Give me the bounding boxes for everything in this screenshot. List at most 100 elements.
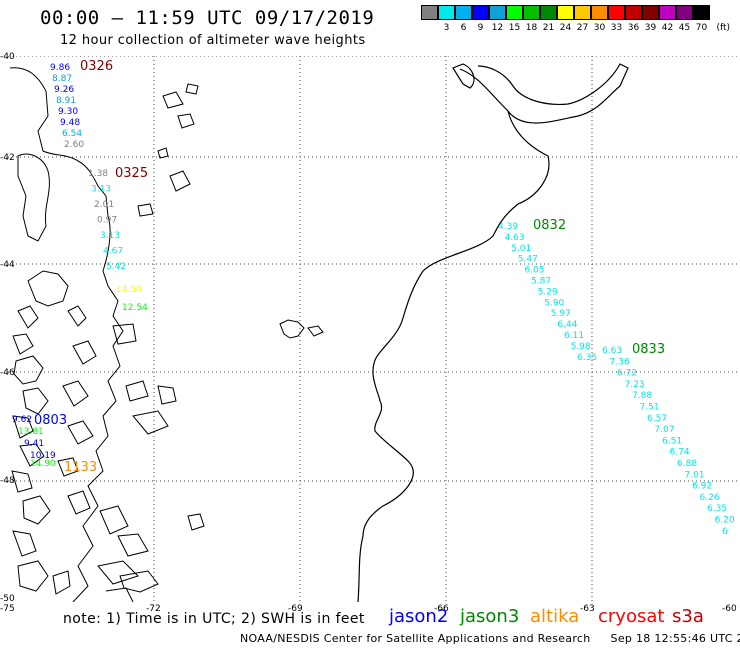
scale-label: 15 (508, 23, 521, 33)
wave-height-value: 5.90 (544, 298, 564, 308)
wave-height-value: 6.74 (670, 448, 690, 458)
wave-height-value: 4.67 (103, 247, 123, 257)
scale-label: 45 (678, 23, 691, 33)
color-scale-swatches (421, 5, 710, 20)
satellite-altika: altika (530, 606, 580, 627)
scale-label (421, 23, 438, 33)
scale-swatch (693, 5, 710, 20)
latitude-label: -42 (0, 153, 15, 163)
graticule (8, 56, 738, 602)
scale-swatch (455, 5, 472, 20)
longitude-label: -66 (434, 604, 449, 614)
longitude-label: -69 (288, 604, 303, 614)
longitude-label: -75 (0, 604, 15, 614)
scale-swatch (489, 5, 506, 20)
wave-height-value: 6.26 (700, 493, 720, 503)
scale-swatch (472, 5, 489, 20)
scale-swatch (438, 5, 455, 20)
wave-height-value: 6.63 (602, 346, 622, 356)
scale-label: 36 (627, 23, 640, 33)
scale-swatch (608, 5, 625, 20)
scale-label: 33 (610, 23, 623, 33)
latitude-label: -48 (0, 476, 15, 486)
longitude-label: -63 (580, 604, 595, 614)
scale-label: 70 (695, 23, 708, 33)
wave-height-value: 6.54 (62, 129, 82, 139)
scale-swatch (642, 5, 659, 20)
map-subtitle: 12 hour collection of altimeter wave hei… (60, 33, 366, 48)
wave-height-value: 5.42 (106, 262, 126, 272)
longitude-label: -60 (722, 604, 737, 614)
wave-height-value: 7.36 (610, 357, 630, 367)
wave-height-value: 14.50 (116, 285, 142, 295)
latitude-label: -50 (0, 594, 15, 604)
pass-label: 1133 (64, 460, 97, 475)
wave-height-value: 7.01 (685, 470, 705, 480)
scale-label: 27 (576, 23, 589, 33)
scale-swatch (625, 5, 642, 20)
wave-height-value: 9.86 (50, 63, 70, 73)
track-pass-0803: 9.62 13.81 9.41 10.19 (12, 415, 56, 461)
wave-height-value: 6.44 (557, 320, 577, 330)
wave-height-value: 7.88 (632, 391, 652, 401)
falkland-islands (279, 319, 324, 339)
wave-height-value: 4.39 (498, 222, 518, 232)
wave-height-value: 8.91 (56, 96, 76, 106)
scale-swatch (574, 5, 591, 20)
generated-timestamp: Sep 18 12:55:46 UTC 2019 (610, 632, 740, 645)
wave-height-value: 6.92 (692, 482, 712, 492)
pass-label: 0833 (632, 342, 665, 357)
credit-text: NOAA/NESDIS Center for Satellite Applica… (240, 632, 591, 645)
map-area: 9.86 8.87 9.26 8.91 9.30 9.48 6.54 2.60 1.38 3.13… (8, 56, 738, 602)
map-title: 00:00 – 11:59 UTC 09/17/2019 (40, 7, 375, 29)
scale-unit: (ft) (716, 23, 730, 33)
wave-height-value: 2.01 (94, 200, 114, 210)
track-pass-0833: 6.637.36 6.727.237.88 7.516.577.076.51 6.74… (602, 346, 735, 537)
pass-label: 0832 (533, 218, 566, 233)
satellite-jason3: jason3 (460, 606, 520, 627)
wave-height-value: 6.51 (662, 436, 682, 446)
wave-height-value: 9.26 (54, 85, 74, 95)
scale-label: 9 (477, 23, 484, 33)
scale-swatch (557, 5, 574, 20)
wave-height-value: 14.90 (30, 459, 56, 469)
track-pass-0326: 9.868.879.268.919.309.486.542.60 (50, 63, 84, 150)
scale-label: 21 (542, 23, 555, 33)
pass-label: 0803 (34, 413, 67, 428)
satellite-jason2: jason2 (389, 606, 449, 627)
wave-height-value: 6.35 (577, 353, 597, 363)
wave-height-value: 8.87 (52, 74, 72, 84)
wave-height-value: 0.97 (97, 216, 117, 226)
scale-label: 6 (460, 23, 467, 33)
scale-swatch (523, 5, 540, 20)
wave-height-value: 6 (722, 527, 728, 537)
wave-height-value: 3.13 (91, 185, 111, 195)
wave-height-value: 6.88 (677, 459, 697, 469)
wave-height-value: 6.35 (707, 504, 727, 514)
latitude-label: -40 (0, 52, 15, 62)
wave-height-value: 7.51 (640, 403, 660, 413)
wave-height-value: 5.97 (551, 309, 571, 319)
color-scale-legend: 3 6 9 12 15 18 21 24 27 30 33 36 39 42 45 70 (ft) (421, 5, 730, 33)
wave-height-value: 7.07 (655, 425, 675, 435)
wave-height-value: 9.62 (12, 415, 32, 425)
latitude-label: -44 (0, 260, 15, 270)
scale-label: 24 (559, 23, 572, 33)
chile-coastline (9, 67, 205, 602)
wave-height-value: 1.38 (88, 169, 108, 179)
pass-label: 0326 (80, 59, 113, 74)
argentina-peninsula (452, 63, 475, 89)
scale-label: 18 (525, 23, 538, 33)
altimeter-tracks: 9.868.879.268.919.309.486.542.60 1.38 3.13… (12, 63, 735, 537)
wave-height-value: 9.48 (60, 118, 80, 128)
wave-height-value: 6.05 (524, 266, 544, 276)
minor-islands (137, 83, 199, 217)
satellite-cryosat: cryosat (598, 606, 665, 627)
scale-swatch (540, 5, 557, 20)
pass-label: 0325 (115, 166, 148, 181)
satellite-s3a: s3a (672, 606, 704, 627)
wave-height-value: 5.01 (511, 244, 531, 254)
wave-height-value: 9.41 (24, 439, 44, 449)
argentina-coastline (357, 63, 629, 602)
footer-credit: NOAA/NESDIS Center for Satellite Applica… (240, 632, 740, 645)
